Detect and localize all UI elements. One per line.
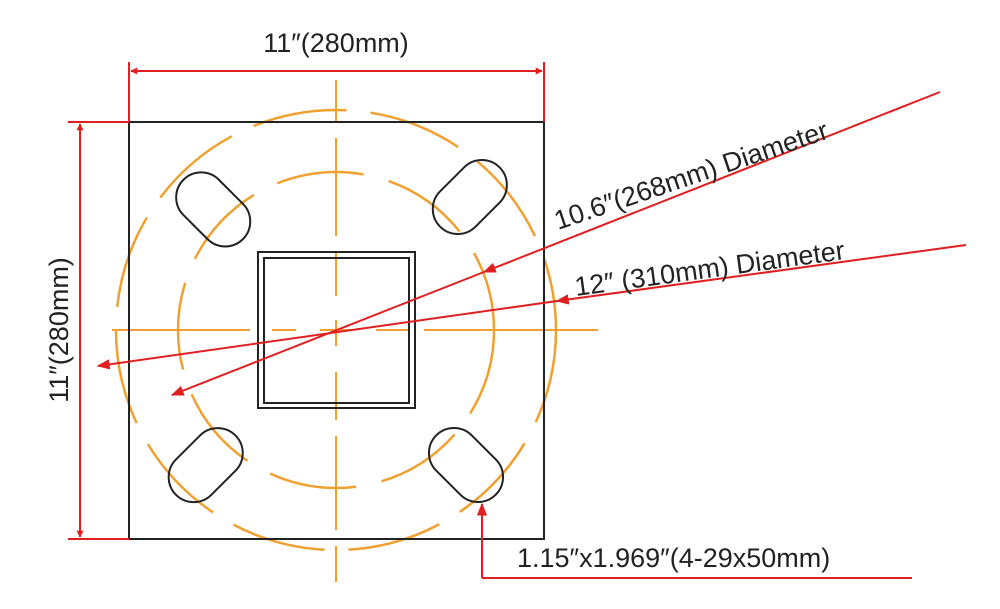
bolt-circle-large-leader [96, 244, 967, 370]
bolt-circle-small-label: 10.6″(268mm) Diameter [550, 115, 832, 235]
height-dimension-label: 11″(280mm) [44, 257, 74, 403]
slot-hole-top-right [431, 158, 508, 236]
width-dimension-label: 11″(280mm) [263, 28, 409, 58]
width-dimension [128, 62, 545, 122]
tube-outer [257, 251, 416, 409]
slot-hole-bottom-right [427, 426, 505, 504]
bolt-circle-large-label: 12″ (310mm) Diameter [573, 235, 847, 302]
slot-spec-label: 1.15″x1.969″(4-29x50mm) [517, 543, 830, 573]
tube-inner [263, 257, 410, 404]
height-dimension [68, 121, 129, 540]
slot-spec-leader [476, 502, 912, 579]
slot-hole-top-left [175, 171, 252, 248]
slot-hole-bottom-left [167, 427, 244, 504]
plate-outline [128, 121, 545, 540]
